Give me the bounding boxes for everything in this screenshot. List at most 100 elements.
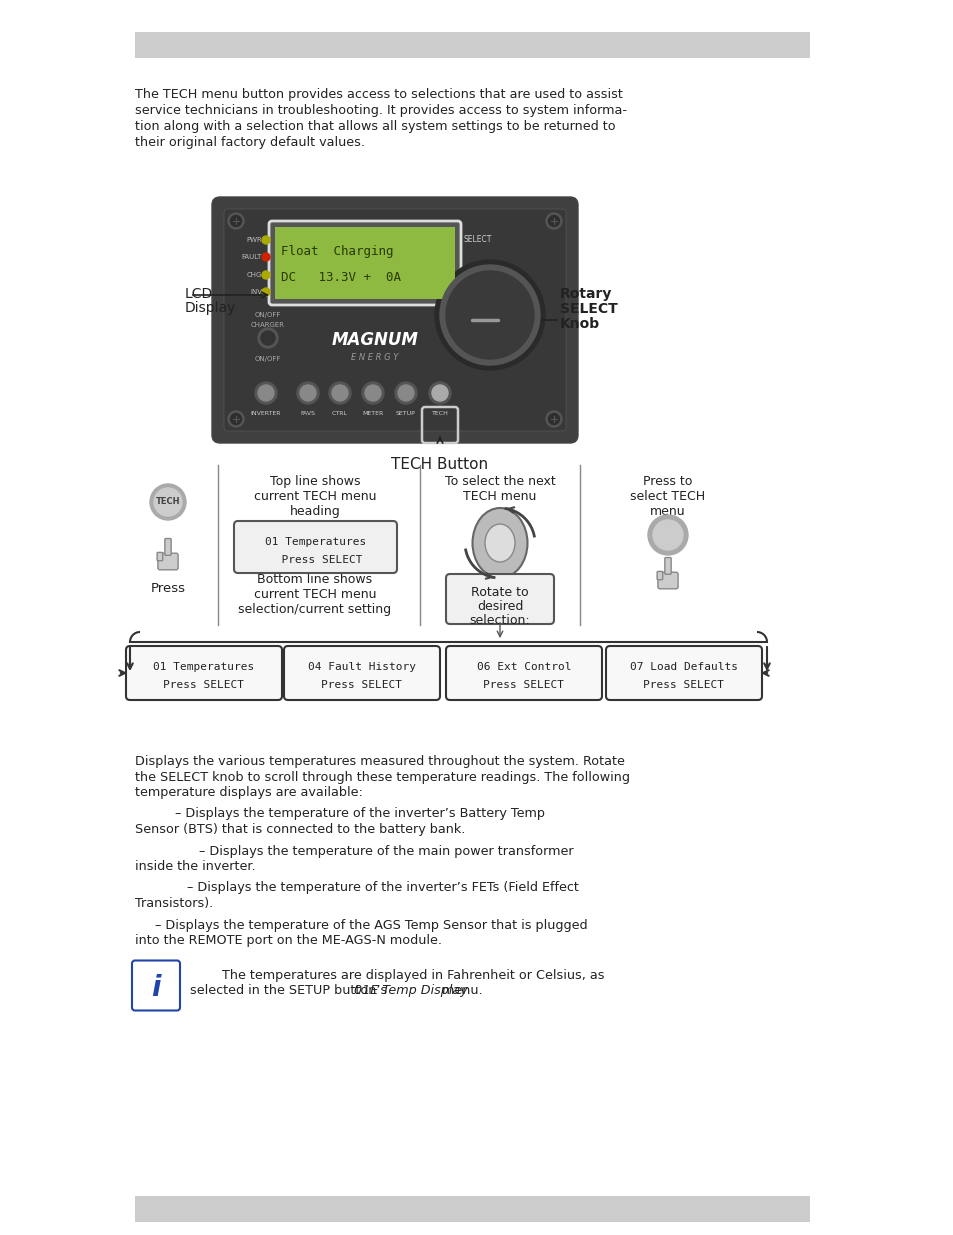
FancyBboxPatch shape (135, 1195, 809, 1221)
Text: INV: INV (250, 289, 262, 295)
Text: DC   13.3V +  0A: DC 13.3V + 0A (281, 270, 400, 284)
Text: MAGNUM: MAGNUM (332, 331, 418, 350)
Text: current TECH menu: current TECH menu (253, 490, 375, 503)
Text: Press SELECT: Press SELECT (268, 555, 362, 564)
Circle shape (435, 261, 544, 370)
Text: TECH: TECH (155, 498, 180, 506)
Text: FAULT: FAULT (241, 254, 262, 261)
Circle shape (446, 270, 534, 359)
Text: menu.: menu. (437, 984, 482, 997)
FancyBboxPatch shape (664, 557, 671, 574)
Circle shape (329, 382, 351, 404)
FancyBboxPatch shape (157, 552, 163, 561)
Circle shape (548, 414, 558, 425)
FancyBboxPatch shape (158, 553, 178, 569)
Circle shape (545, 411, 561, 427)
Circle shape (361, 382, 384, 404)
Circle shape (228, 411, 244, 427)
Text: To select the next: To select the next (444, 475, 555, 488)
Text: their original factory default values.: their original factory default values. (135, 136, 365, 149)
Text: selection:: selection: (469, 614, 530, 627)
FancyBboxPatch shape (132, 961, 180, 1010)
Text: i: i (152, 973, 161, 1002)
Text: Press SELECT: Press SELECT (321, 680, 402, 690)
Circle shape (365, 385, 380, 401)
Circle shape (254, 382, 276, 404)
Text: ON/OFF: ON/OFF (254, 356, 281, 362)
Text: Press SELECT: Press SELECT (163, 680, 244, 690)
Text: Bottom line shows: Bottom line shows (257, 573, 373, 585)
FancyBboxPatch shape (233, 521, 396, 573)
Text: the SELECT knob to scroll through these temperature readings. The following: the SELECT knob to scroll through these … (135, 771, 629, 783)
Circle shape (296, 382, 318, 404)
Text: CHARGER: CHARGER (251, 322, 285, 329)
Circle shape (397, 385, 414, 401)
Circle shape (429, 382, 451, 404)
Text: selected in the SETUP button’s: selected in the SETUP button’s (190, 984, 391, 997)
Text: select TECH: select TECH (630, 490, 705, 503)
Circle shape (652, 520, 682, 550)
Text: Displays the various temperatures measured throughout the system. Rotate: Displays the various temperatures measur… (135, 755, 624, 768)
Text: heading: heading (290, 505, 340, 517)
Text: TECH menu: TECH menu (463, 490, 537, 503)
Text: 01E Temp Display: 01E Temp Display (354, 984, 467, 997)
Text: Transistors).: Transistors). (135, 897, 213, 910)
Text: – Displays the temperature of the inverter’s FETs (Field Effect: – Displays the temperature of the invert… (135, 882, 578, 894)
Text: selection/current setting: selection/current setting (238, 603, 391, 616)
Circle shape (647, 515, 687, 555)
Text: The temperatures are displayed in Fahrenheit or Celsius, as: The temperatures are displayed in Fahren… (190, 968, 604, 982)
Circle shape (257, 329, 277, 348)
Circle shape (439, 266, 539, 366)
Text: 01 Temperatures: 01 Temperatures (265, 537, 366, 547)
Text: SELECT: SELECT (463, 235, 492, 245)
Circle shape (150, 484, 186, 520)
Circle shape (332, 385, 348, 401)
FancyBboxPatch shape (446, 574, 554, 624)
Text: TECH Button: TECH Button (391, 457, 488, 472)
Text: – Displays the temperature of the AGS Temp Sensor that is plugged: – Displays the temperature of the AGS Te… (135, 919, 587, 931)
FancyBboxPatch shape (658, 572, 678, 589)
Ellipse shape (484, 524, 515, 562)
Text: – Displays the temperature of the inverter’s Battery Temp: – Displays the temperature of the invert… (135, 808, 544, 820)
FancyBboxPatch shape (126, 646, 282, 700)
Text: SETUP: SETUP (395, 411, 416, 416)
Circle shape (153, 488, 182, 516)
Text: desired: desired (476, 600, 522, 613)
FancyBboxPatch shape (274, 227, 455, 299)
Text: 01 Temperatures: 01 Temperatures (153, 662, 254, 672)
Text: E N E R G Y: E N E R G Y (351, 352, 398, 362)
Text: Display: Display (185, 301, 236, 315)
Text: INVERTER: INVERTER (251, 411, 281, 416)
Text: CTRL: CTRL (332, 411, 348, 416)
Text: Press to: Press to (642, 475, 692, 488)
Text: into the REMOTE port on the ME-AGS-N module.: into the REMOTE port on the ME-AGS-N mod… (135, 934, 441, 947)
Text: SELECT: SELECT (559, 303, 618, 316)
Text: FAVS: FAVS (300, 411, 315, 416)
Circle shape (262, 253, 270, 261)
FancyBboxPatch shape (269, 221, 460, 305)
Text: 04 Fault History: 04 Fault History (308, 662, 416, 672)
Text: inside the inverter.: inside the inverter. (135, 860, 255, 873)
Text: menu: menu (650, 505, 685, 517)
Circle shape (257, 385, 274, 401)
Text: CHG: CHG (247, 272, 262, 278)
Circle shape (261, 331, 274, 345)
Circle shape (231, 215, 241, 226)
Circle shape (262, 236, 270, 245)
Text: Press: Press (151, 582, 185, 595)
FancyBboxPatch shape (212, 198, 578, 443)
Text: Float  Charging: Float Charging (281, 245, 393, 258)
FancyBboxPatch shape (605, 646, 761, 700)
Text: Rotary: Rotary (559, 287, 612, 301)
Text: – Displays the temperature of the main power transformer: – Displays the temperature of the main p… (135, 845, 573, 857)
Text: PWR: PWR (246, 237, 262, 243)
Circle shape (231, 414, 241, 425)
FancyBboxPatch shape (224, 209, 565, 431)
FancyBboxPatch shape (284, 646, 439, 700)
Text: temperature displays are available:: temperature displays are available: (135, 785, 362, 799)
Text: Press SELECT: Press SELECT (643, 680, 723, 690)
Text: Rotate to: Rotate to (471, 585, 528, 599)
Circle shape (432, 385, 448, 401)
Circle shape (228, 212, 244, 228)
Circle shape (548, 215, 558, 226)
